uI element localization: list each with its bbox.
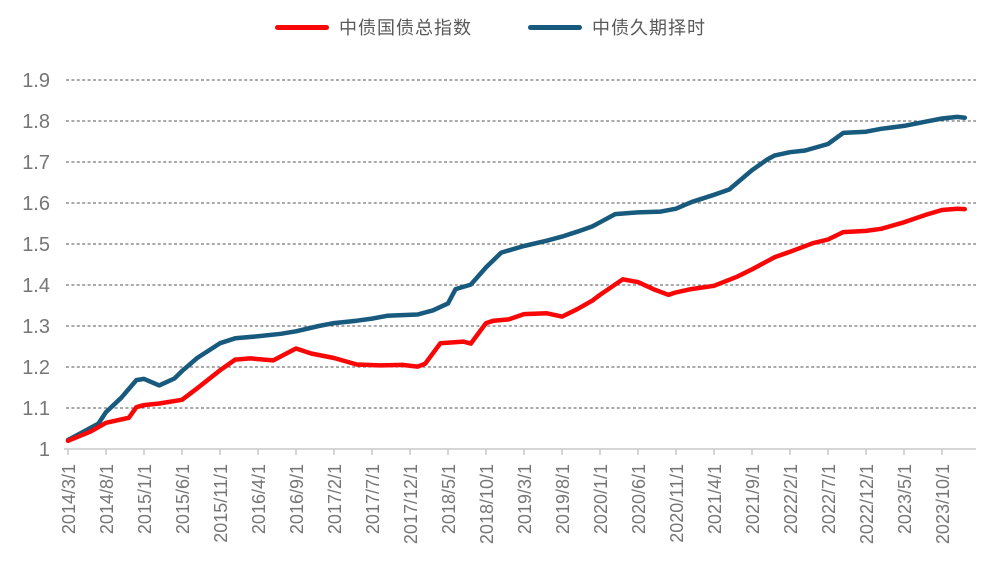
y-axis-tick-label: 1.1 — [22, 398, 50, 420]
x-axis-tick-label: 2014/8/1 — [97, 464, 117, 534]
x-axis-tick-label: 2015/6/1 — [173, 464, 193, 534]
x-axis-tick-label: 2017/2/1 — [325, 464, 345, 534]
legend-label: 中债国债总指数 — [339, 18, 472, 38]
y-axis-tick-label: 1.9 — [22, 70, 50, 92]
x-axis-tick-label: 2020/6/1 — [629, 464, 649, 534]
x-axis-tick-label: 2022/12/1 — [857, 464, 877, 544]
y-axis-tick-label: 1.6 — [22, 193, 50, 215]
legend-item-duration-timing: 中债久期择时 — [528, 14, 706, 40]
x-axis-tick-label: 2021/4/1 — [705, 464, 725, 534]
x-axis-tick-label: 2019/8/1 — [553, 464, 573, 534]
legend-line-swatch-blue — [528, 24, 582, 30]
series-line-中债国债总指数 — [65, 206, 968, 444]
y-axis-tick-label: 1.8 — [22, 111, 50, 133]
x-axis-tick-label: 2015/11/1 — [211, 464, 231, 543]
x-axis-tick-label: 2022/2/1 — [781, 464, 801, 534]
legend-line-swatch-red — [275, 24, 329, 30]
x-axis-tick-label: 2018/10/1 — [477, 464, 497, 544]
chart-legend: 中债国债总指数 中债久期择时 — [0, 14, 981, 40]
y-axis-tick-label: 1.7 — [22, 152, 50, 174]
y-axis-tick-label: 1.5 — [22, 234, 50, 256]
x-axis-tick-label: 2020/1/1 — [591, 464, 611, 534]
legend-item-govbond-index: 中债国债总指数 — [275, 14, 472, 40]
x-axis-tick-label: 2023/10/1 — [933, 464, 953, 544]
series-line-中债久期择时 — [65, 114, 968, 443]
x-axis-tick-label: 2020/11/1 — [667, 464, 687, 543]
x-axis-tick-label: 2016/9/1 — [287, 464, 307, 534]
x-axis-tick-label: 2017/7/1 — [363, 464, 383, 534]
y-axis-tick-label: 1.2 — [22, 357, 50, 379]
x-axis-tick-label: 2016/4/1 — [249, 464, 269, 534]
x-axis-tick-label: 2022/7/1 — [819, 464, 839, 534]
y-axis-tick-label: 1.3 — [22, 316, 50, 338]
x-axis-tick-label: 2023/5/1 — [895, 464, 915, 534]
x-axis-tick-label: 2019/3/1 — [515, 464, 535, 534]
legend-label: 中债久期择时 — [592, 18, 706, 38]
x-axis-tick-label: 2015/1/1 — [135, 464, 155, 534]
y-axis-tick-label: 1 — [39, 439, 50, 461]
y-axis-tick-label: 1.4 — [22, 275, 50, 297]
x-axis-tick-label: 2017/12/1 — [401, 464, 421, 544]
x-axis-tick-label: 2014/3/1 — [59, 464, 79, 534]
x-axis-tick-label: 2018/5/1 — [439, 464, 459, 534]
x-axis-tick-label: 2021/9/1 — [743, 464, 763, 534]
